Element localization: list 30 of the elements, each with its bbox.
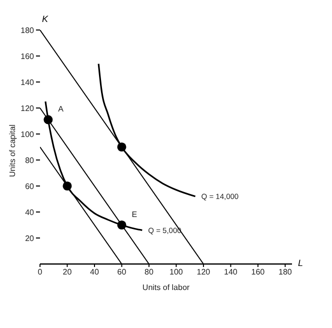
point [117,220,126,230]
x-tick-label: 100 [170,268,184,277]
point [117,142,126,152]
y-tick-label: 20 [25,234,35,243]
x-axis-title: Units of labor [142,283,190,292]
point [62,181,72,191]
line-series [98,63,196,198]
y-tick-label: 80 [25,156,35,165]
x-tick-label: 0 [38,268,43,277]
x-tick-label: 40 [90,268,100,277]
text: K [42,14,48,24]
x-tick-label: 180 [278,268,292,277]
y-tick-label: 100 [20,130,35,139]
point [44,115,53,124]
x-tick-label: 160 [251,268,266,277]
x-tick-label: 60 [117,268,127,277]
y-tick-label: 120 [20,104,35,113]
annotation: A [58,104,64,114]
y-axis-title: Units of capital [8,124,17,177]
y-tick-label: 180 [20,26,35,35]
y-tick-label: 140 [20,78,35,87]
annotation: E [132,210,138,219]
y-tick-label: 160 [20,52,35,61]
y-tick-label: 60 [25,182,35,191]
text: L [298,258,304,268]
x-tick-label: 120 [196,268,211,277]
x-tick-label: 80 [144,268,154,277]
x-tick-label: 140 [224,268,238,277]
x-tick-label: 20 [62,268,72,277]
y-tick-label: 40 [25,208,35,217]
